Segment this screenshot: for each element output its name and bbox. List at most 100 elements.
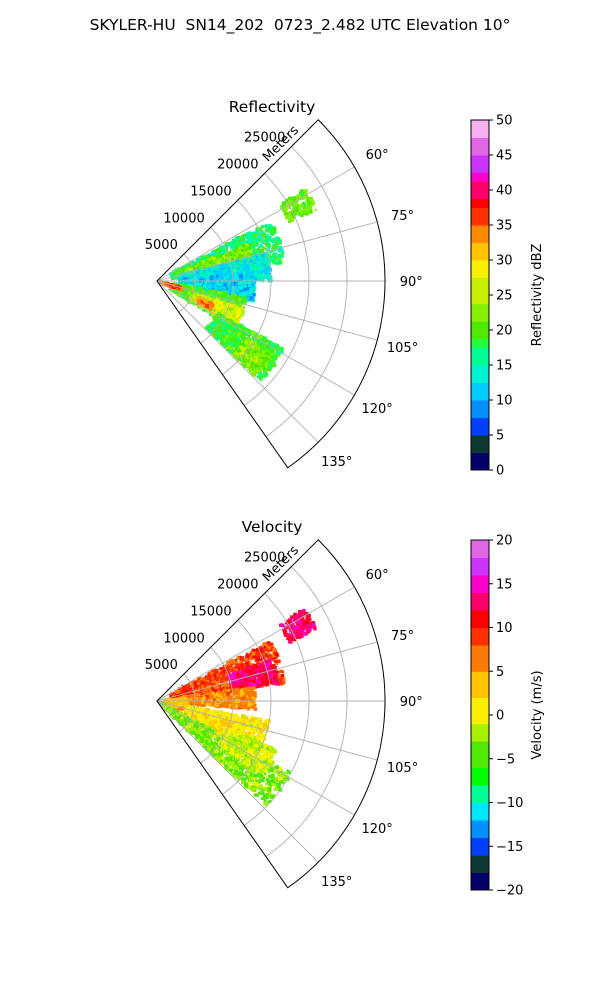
echo-cell xyxy=(269,256,274,262)
echo-cell xyxy=(276,262,279,266)
echo-cell xyxy=(256,238,261,242)
echo-cell xyxy=(237,239,242,244)
echo-cell xyxy=(202,304,205,307)
echo-cell xyxy=(211,271,215,275)
echo-cell xyxy=(232,290,236,294)
echo-cell xyxy=(252,236,257,240)
echo-cell xyxy=(184,274,189,278)
echo-cell xyxy=(267,235,272,241)
echo-cell xyxy=(207,268,211,272)
echo-cell xyxy=(199,263,202,267)
echo-cell xyxy=(220,246,224,251)
echo-cell xyxy=(258,256,263,261)
echo-cell xyxy=(183,272,188,277)
echo-cell xyxy=(281,201,286,206)
echo-cell xyxy=(264,270,268,275)
echo-cell xyxy=(251,283,254,286)
echo-cell xyxy=(222,255,226,258)
echo-cell xyxy=(222,308,226,312)
echo-cell xyxy=(237,288,241,291)
echo-cell xyxy=(240,310,245,315)
echo-cell xyxy=(229,276,234,281)
echo-cell xyxy=(291,203,295,207)
echo-cell xyxy=(304,189,308,193)
echo-cell xyxy=(277,260,282,264)
echo-cell xyxy=(263,258,266,261)
echo-cell xyxy=(196,263,199,266)
echo-cell xyxy=(216,254,221,259)
echo-cell xyxy=(221,294,226,298)
echo-cell xyxy=(199,268,204,273)
echo-cell xyxy=(228,252,233,256)
echo-cell xyxy=(199,274,202,277)
echo-cell xyxy=(247,262,250,265)
echo-cell xyxy=(225,273,229,277)
echo-cell xyxy=(243,261,248,266)
echo-cell xyxy=(241,298,246,303)
echo-cell xyxy=(233,248,238,253)
echo-cell xyxy=(215,258,219,263)
echo-cell xyxy=(273,253,278,258)
echo-cell xyxy=(241,267,246,272)
echo-cell xyxy=(240,261,244,265)
echo-cell xyxy=(213,309,216,312)
echo-cell xyxy=(179,292,183,295)
echo-cell xyxy=(191,286,194,289)
echo-cell xyxy=(268,273,272,278)
echo-cell xyxy=(309,197,314,201)
echo-cell xyxy=(284,212,288,216)
echo-cell xyxy=(237,285,241,289)
echo-cell xyxy=(292,205,296,209)
echo-cell xyxy=(255,267,259,271)
echo-cell xyxy=(224,270,229,274)
echo-cell xyxy=(220,260,224,265)
echo-cell xyxy=(270,239,275,243)
echo-cell xyxy=(300,209,305,214)
echo-cell xyxy=(255,241,259,246)
echo-cell xyxy=(252,293,256,297)
echo-cell xyxy=(184,292,188,296)
echo-cell xyxy=(238,239,241,242)
echo-cell xyxy=(307,208,312,213)
echo-cell xyxy=(229,261,234,266)
echo-cell xyxy=(235,308,240,313)
echo-cell xyxy=(280,205,283,209)
echo-cell xyxy=(230,244,234,249)
echo-cell xyxy=(236,242,240,246)
echo-cell xyxy=(265,253,269,257)
echo-cell xyxy=(243,259,247,264)
echo-cell xyxy=(235,312,240,317)
echo-cell xyxy=(304,212,308,216)
echo-cell xyxy=(258,234,263,239)
echo-cell xyxy=(284,206,288,211)
echo-cell xyxy=(235,282,238,285)
echo-cell xyxy=(288,200,293,205)
echo-cell xyxy=(271,246,275,250)
echo-cell xyxy=(248,275,252,279)
echo-cell xyxy=(253,233,258,238)
echo-cell xyxy=(173,270,176,273)
echo-cell xyxy=(240,272,244,276)
echo-cell xyxy=(243,284,246,287)
echo-cell xyxy=(225,253,228,257)
echo-cell xyxy=(209,292,213,296)
echo-cell xyxy=(241,270,245,273)
echo-cell xyxy=(261,271,265,275)
echo-cell xyxy=(243,287,248,291)
echo-cell xyxy=(268,275,273,280)
echo-cell xyxy=(203,299,207,303)
reflectivity-panel: Reflectivity60°75°90°105°120°135°5000100… xyxy=(145,98,545,479)
echo-cell xyxy=(173,288,178,293)
echo-cell xyxy=(247,293,251,297)
echo-cell xyxy=(240,249,243,252)
echo-cell xyxy=(222,280,226,283)
echo-cell xyxy=(186,286,191,291)
echo-cell xyxy=(231,254,235,259)
echo-cell xyxy=(186,273,190,277)
echo-cell xyxy=(239,312,243,317)
echo-cell xyxy=(215,256,218,259)
echo-cell xyxy=(229,307,234,312)
echo-cell xyxy=(215,303,219,307)
echo-cell xyxy=(249,288,253,292)
echo-cell xyxy=(191,280,195,284)
